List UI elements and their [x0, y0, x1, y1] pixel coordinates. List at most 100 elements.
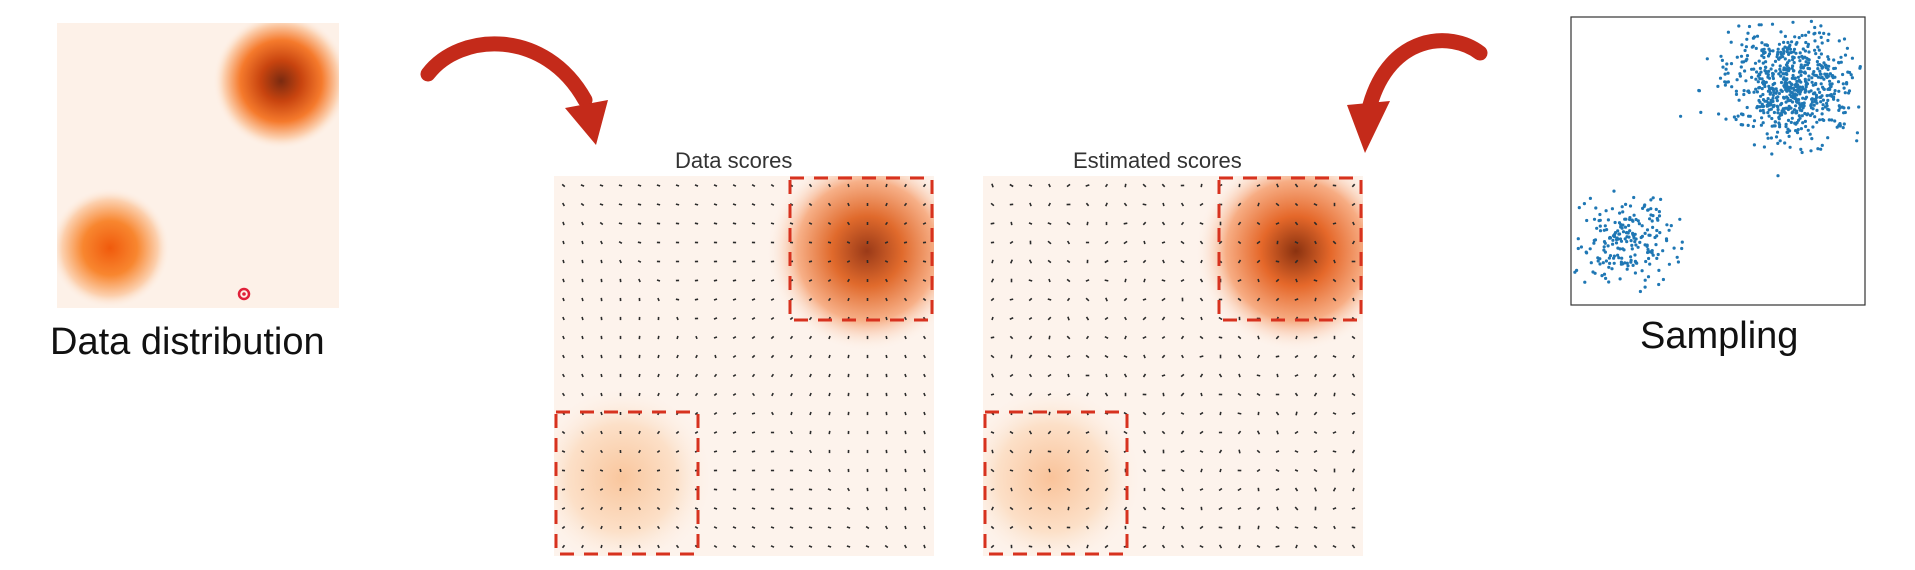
- sample-point: [1645, 228, 1650, 232]
- sample-point: [1726, 71, 1730, 75]
- score-arrow: [808, 260, 813, 263]
- score-arrow: [656, 449, 661, 454]
- score-arrow: [770, 279, 775, 282]
- score-arrow: [1276, 373, 1279, 378]
- score-arrow: [713, 222, 718, 225]
- score-arrow: [1200, 259, 1203, 264]
- sample-point: [1768, 103, 1772, 107]
- score-arrow: [903, 278, 908, 283]
- sample-point: [1766, 97, 1770, 101]
- score-arrow: [751, 431, 756, 434]
- score-arrow: [1276, 430, 1279, 435]
- score-arrow: [903, 544, 908, 549]
- sample-point: [1837, 89, 1841, 93]
- score-arrow: [1351, 278, 1356, 283]
- sample-point: [1573, 270, 1577, 274]
- sample-point: [1796, 128, 1800, 132]
- sample-point: [1805, 82, 1810, 86]
- sample-point: [1757, 72, 1761, 76]
- score-arrow: [1295, 544, 1298, 549]
- sample-point: [1633, 240, 1637, 244]
- sample-point: [1783, 80, 1787, 85]
- sample-point: [1734, 117, 1738, 122]
- score-arrow: [827, 278, 832, 283]
- sample-point: [1797, 55, 1801, 59]
- score-arrow: [1161, 506, 1166, 511]
- sample-point: [1804, 124, 1808, 129]
- score-arrow: [827, 545, 832, 548]
- sample-point: [1608, 236, 1613, 240]
- score-arrow: [990, 393, 995, 396]
- sample-point: [1795, 88, 1799, 92]
- sample-point: [1814, 98, 1818, 103]
- score-arrow: [1199, 355, 1204, 358]
- score-arrow: [600, 373, 603, 378]
- score-arrow: [1009, 259, 1014, 264]
- sample-point: [1845, 46, 1849, 50]
- sample-point: [1745, 37, 1749, 41]
- sample-point: [1777, 72, 1781, 76]
- score-arrow: [599, 184, 604, 187]
- sample-point: [1747, 114, 1751, 118]
- sample-point: [1801, 47, 1805, 51]
- sample-point: [1699, 110, 1703, 114]
- sample-point: [1828, 79, 1832, 83]
- sample-point: [1632, 195, 1636, 200]
- sample-point: [1735, 55, 1739, 59]
- arrow-right-curved-icon: [1347, 33, 1488, 153]
- sample-point: [1791, 76, 1795, 80]
- sample-point: [1769, 91, 1773, 95]
- score-arrow: [922, 297, 927, 302]
- score-arrow: [580, 449, 585, 454]
- score-arrow: [580, 430, 585, 435]
- sample-point: [1594, 206, 1598, 210]
- sample-point: [1825, 72, 1829, 76]
- sample-point: [1669, 224, 1673, 228]
- score-arrow: [1294, 221, 1299, 226]
- sample-point: [1607, 280, 1611, 284]
- sample-point: [1680, 246, 1684, 251]
- sample-point: [1760, 87, 1764, 91]
- score-arrow: [789, 222, 794, 225]
- score-arrow: [1085, 335, 1090, 340]
- sample-point: [1799, 73, 1803, 77]
- sample-point: [1841, 72, 1845, 77]
- score-arrow: [1275, 411, 1280, 416]
- sample-point: [1838, 122, 1842, 126]
- sample-point: [1613, 220, 1617, 225]
- score-arrow: [751, 373, 756, 378]
- sample-point: [1799, 127, 1803, 131]
- sample-point: [1605, 228, 1609, 232]
- score-arrow: [751, 298, 756, 301]
- sample-point: [1810, 112, 1814, 116]
- score-arrow: [847, 335, 850, 340]
- score-arrow: [694, 392, 699, 397]
- sample-point: [1833, 66, 1837, 70]
- sample-point: [1680, 240, 1684, 244]
- score-arrow: [1237, 507, 1242, 510]
- score-arrow: [1332, 240, 1337, 245]
- score-arrow: [1257, 525, 1260, 530]
- sample-point: [1797, 114, 1801, 118]
- score-arrow: [657, 392, 660, 397]
- sample-point: [1815, 108, 1819, 112]
- score-arrow: [676, 316, 679, 321]
- sample-point: [1770, 22, 1775, 26]
- score-arrow: [990, 544, 995, 549]
- sample-point: [1827, 32, 1831, 36]
- score-arrow: [1237, 430, 1242, 435]
- score-arrow: [657, 335, 660, 340]
- sample-point: [1592, 241, 1596, 245]
- score-arrow: [1199, 240, 1204, 245]
- score-arrow: [904, 354, 907, 359]
- score-arrow: [562, 297, 565, 302]
- score-arrow: [1010, 487, 1013, 492]
- score-arrow: [1104, 279, 1109, 282]
- sample-point: [1791, 69, 1796, 73]
- data-distribution-panel: [57, 23, 339, 308]
- score-arrow: [1295, 278, 1298, 283]
- score-arrow: [1180, 450, 1185, 453]
- score-arrow: [1142, 203, 1147, 206]
- sample-point: [1784, 68, 1788, 72]
- sample-point: [1621, 210, 1625, 214]
